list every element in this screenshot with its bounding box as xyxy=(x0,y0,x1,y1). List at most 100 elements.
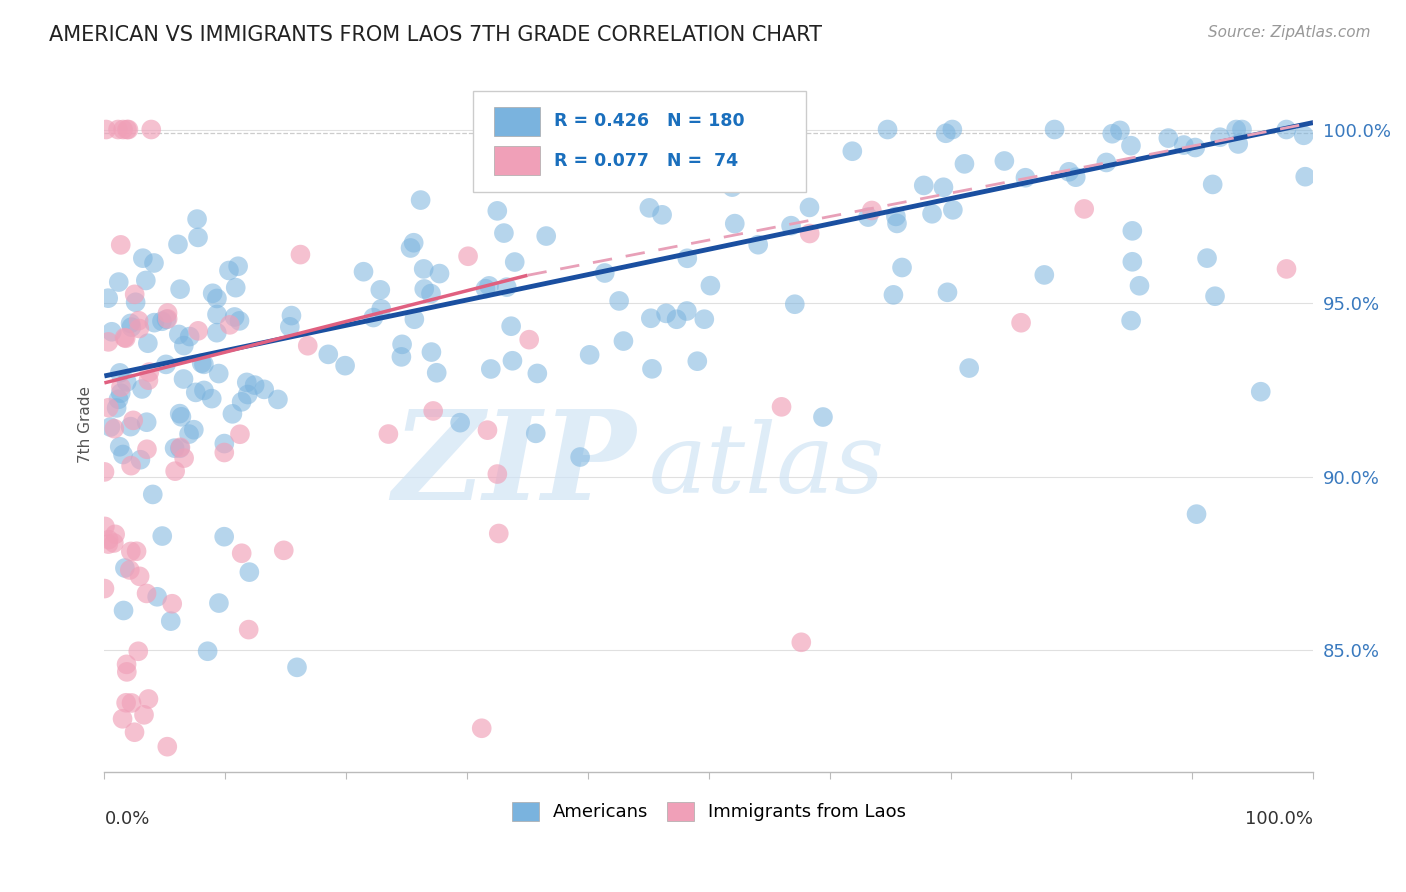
Point xyxy=(783,297,806,311)
Point xyxy=(173,372,195,386)
Point xyxy=(409,193,432,207)
Point xyxy=(1064,170,1087,185)
Point xyxy=(993,153,1015,168)
Point xyxy=(120,317,142,331)
Point xyxy=(169,282,191,296)
Point xyxy=(391,337,413,351)
Point xyxy=(856,210,879,224)
Point xyxy=(1101,127,1123,141)
Point xyxy=(112,122,135,136)
Point xyxy=(97,537,120,551)
Point xyxy=(780,219,803,233)
Point xyxy=(94,519,117,533)
Point xyxy=(111,712,134,726)
Point xyxy=(841,145,863,159)
Point xyxy=(226,259,249,273)
Point xyxy=(141,122,163,136)
Point xyxy=(598,122,620,136)
Text: atlas: atlas xyxy=(648,419,884,513)
Point xyxy=(111,448,134,462)
Point xyxy=(205,292,228,306)
Point xyxy=(201,392,224,406)
Point xyxy=(593,266,616,280)
Point xyxy=(183,423,205,437)
Point xyxy=(155,312,177,326)
Point xyxy=(114,331,136,345)
Point xyxy=(190,356,212,370)
Point xyxy=(495,280,517,294)
Point xyxy=(146,590,169,604)
Point xyxy=(957,361,980,376)
Point xyxy=(676,252,699,266)
Point xyxy=(1204,289,1226,303)
Point xyxy=(205,326,228,340)
Point xyxy=(953,157,976,171)
Point xyxy=(280,309,302,323)
Point xyxy=(201,286,224,301)
Point xyxy=(138,373,160,387)
Point xyxy=(193,357,215,371)
Point xyxy=(150,529,173,543)
Point xyxy=(218,263,240,277)
Text: ZIP: ZIP xyxy=(392,406,637,527)
Point xyxy=(128,321,150,335)
Point xyxy=(368,283,391,297)
Point xyxy=(108,440,131,454)
Point xyxy=(612,334,634,348)
Point xyxy=(135,586,157,600)
Point xyxy=(114,330,136,344)
Point xyxy=(399,241,422,255)
Point xyxy=(115,375,138,389)
Point xyxy=(1033,268,1056,282)
Point xyxy=(640,311,662,326)
Point xyxy=(478,279,501,293)
Point xyxy=(370,301,392,316)
Point xyxy=(1184,140,1206,154)
Point xyxy=(156,306,179,320)
Point xyxy=(486,203,509,218)
Point xyxy=(724,217,747,231)
Point xyxy=(278,319,301,334)
Point xyxy=(108,366,131,380)
Point xyxy=(884,210,907,224)
Point xyxy=(97,533,120,547)
Point xyxy=(1014,170,1036,185)
Point xyxy=(97,291,120,305)
Point xyxy=(143,256,166,270)
Point xyxy=(225,280,247,294)
Point xyxy=(389,350,412,364)
Point xyxy=(238,623,260,637)
Point xyxy=(110,386,132,401)
Point xyxy=(501,319,523,334)
Point xyxy=(638,201,661,215)
Point xyxy=(686,354,709,368)
Point xyxy=(860,203,883,218)
Point xyxy=(786,122,808,136)
Point xyxy=(273,543,295,558)
Point xyxy=(115,657,138,672)
Point xyxy=(142,487,165,501)
Point xyxy=(267,392,290,407)
Point xyxy=(121,696,143,710)
Point xyxy=(115,696,138,710)
FancyBboxPatch shape xyxy=(472,91,806,192)
Point xyxy=(524,426,547,441)
Point xyxy=(316,347,339,361)
Point xyxy=(93,582,115,596)
Point xyxy=(184,385,207,400)
Point xyxy=(105,401,128,415)
Point xyxy=(236,376,259,390)
Point xyxy=(131,382,153,396)
Point xyxy=(1109,123,1132,137)
Point xyxy=(799,201,821,215)
Point xyxy=(103,422,125,436)
Text: Source: ZipAtlas.com: Source: ZipAtlas.com xyxy=(1208,25,1371,40)
Point xyxy=(517,333,540,347)
Text: 0.0%: 0.0% xyxy=(104,810,150,828)
Point xyxy=(128,569,150,583)
Point xyxy=(135,273,157,287)
Point xyxy=(214,436,236,450)
Point xyxy=(569,450,592,464)
Point xyxy=(921,207,943,221)
Point xyxy=(422,404,444,418)
